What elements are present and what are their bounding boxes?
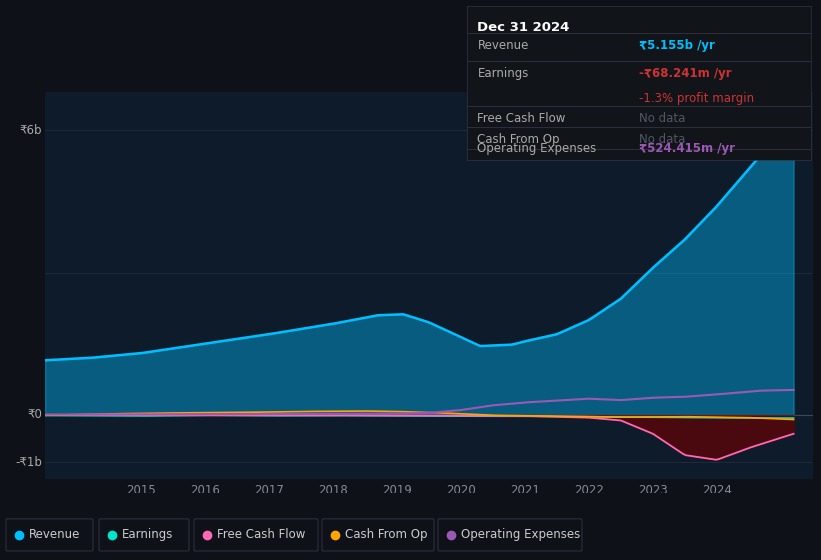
Text: Revenue: Revenue bbox=[478, 39, 529, 53]
Text: Earnings: Earnings bbox=[478, 67, 529, 80]
FancyBboxPatch shape bbox=[99, 519, 189, 551]
FancyBboxPatch shape bbox=[194, 519, 318, 551]
FancyBboxPatch shape bbox=[322, 519, 434, 551]
Text: Free Cash Flow: Free Cash Flow bbox=[217, 529, 305, 542]
Text: Free Cash Flow: Free Cash Flow bbox=[478, 112, 566, 125]
Text: Cash From Op: Cash From Op bbox=[345, 529, 428, 542]
Text: Operating Expenses: Operating Expenses bbox=[461, 529, 580, 542]
Text: No data: No data bbox=[639, 133, 686, 146]
Text: ₹6b: ₹6b bbox=[20, 124, 42, 137]
Text: ₹0: ₹0 bbox=[27, 408, 42, 421]
Text: Revenue: Revenue bbox=[29, 529, 80, 542]
Text: Earnings: Earnings bbox=[122, 529, 173, 542]
FancyBboxPatch shape bbox=[6, 519, 93, 551]
Text: -₹68.241m /yr: -₹68.241m /yr bbox=[639, 67, 732, 80]
Text: Operating Expenses: Operating Expenses bbox=[478, 142, 597, 155]
Text: Cash From Op: Cash From Op bbox=[478, 133, 560, 146]
Text: No data: No data bbox=[639, 112, 686, 125]
Text: ₹524.415m /yr: ₹524.415m /yr bbox=[639, 142, 735, 155]
Text: -₹1b: -₹1b bbox=[16, 456, 42, 469]
Text: ₹5.155b /yr: ₹5.155b /yr bbox=[639, 39, 715, 53]
Text: Dec 31 2024: Dec 31 2024 bbox=[478, 21, 570, 34]
FancyBboxPatch shape bbox=[438, 519, 582, 551]
Text: -1.3% profit margin: -1.3% profit margin bbox=[639, 92, 754, 105]
